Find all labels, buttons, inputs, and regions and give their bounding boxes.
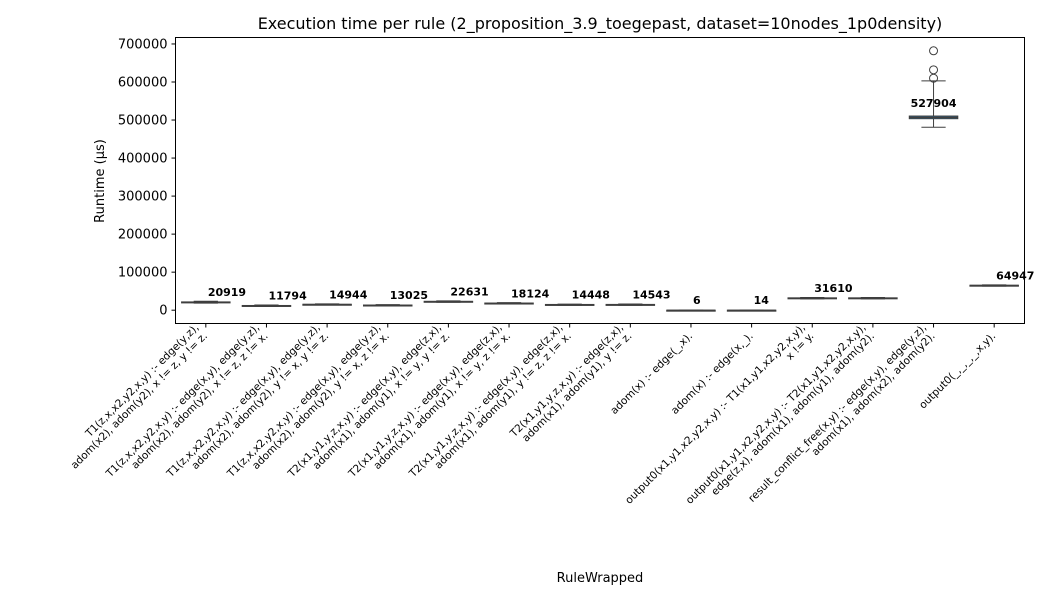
median-value-label: 14448 (572, 289, 610, 302)
outlier-point (929, 65, 939, 75)
y-tick-label: 400000 (118, 152, 168, 167)
median-value-label: 6 (693, 294, 701, 307)
box-item (726, 309, 777, 312)
box-item (362, 304, 413, 307)
median-value-label: 14543 (632, 289, 670, 302)
median-value-label: 14944 (329, 289, 368, 302)
box-item (605, 303, 656, 306)
y-tick-label: 100000 (118, 266, 168, 281)
box-item (302, 303, 352, 306)
y-tick-label: 500000 (118, 114, 168, 129)
boxes-layer (181, 46, 1019, 312)
median-value-label: 13025 (390, 289, 428, 302)
median-value-label: 527904 (911, 97, 957, 110)
y-tick-label: 700000 (118, 37, 168, 52)
x-axis: T1(z,x,x2,y2,x,y) :- edge(y,z),adom(x2),… (69, 322, 999, 507)
y-tick-label: 300000 (118, 190, 168, 205)
box-item (848, 296, 898, 300)
outlier-point (929, 46, 939, 56)
box-item (423, 300, 474, 303)
box-item (181, 300, 231, 304)
y-axis: 0 100000 200000 300000 400000 500000 600000 700… (118, 37, 176, 319)
y-tick-label: 0 (159, 304, 167, 319)
median-value-label: 18124 (511, 287, 550, 300)
box-item (908, 46, 959, 128)
y-tick-label: 600000 (118, 75, 168, 90)
box-item (484, 302, 534, 305)
box-item (241, 304, 292, 307)
y-axis-label: Runtime (μs) (93, 139, 108, 223)
median-labels-layer: 20919 11794 14944 13025 22631 18124 14448 14543… (208, 97, 1035, 307)
box-item (787, 296, 838, 300)
median-value-label: 64947 (996, 269, 1034, 282)
y-tick-label: 200000 (118, 228, 168, 243)
median-value-label: 31610 (814, 282, 853, 295)
median-value-label: 11794 (268, 290, 307, 303)
box-item (544, 303, 595, 306)
x-tick-label-line: adom(x1), adom(x2), adom(y2). (810, 330, 938, 458)
median-value-label: 20919 (208, 286, 246, 299)
box-item (666, 309, 716, 312)
box-item (969, 284, 1019, 287)
x-axis-label: RuleWrapped (557, 571, 644, 586)
median-value-label: 22631 (450, 286, 488, 299)
plot-area-frame (175, 37, 1025, 324)
median-value-label: 14 (754, 294, 770, 307)
chart-title: Execution time per rule (2_proposition_3… (258, 14, 943, 34)
